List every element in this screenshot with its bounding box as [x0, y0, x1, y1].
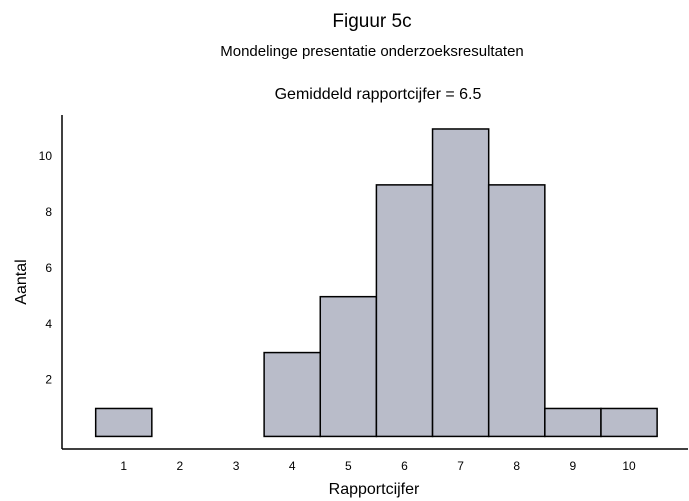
x-tick-label: 5: [345, 459, 352, 473]
bar: [431, 128, 490, 438]
bar: [263, 351, 322, 438]
x-tick-label: 6: [401, 459, 408, 473]
annotation: Gemiddeld rapportcijfer = 6.5: [275, 86, 482, 103]
y-tick-label: 2: [45, 373, 52, 387]
chart-title: Figuur 5c: [332, 11, 411, 32]
y-axis-label: Aantal: [13, 259, 30, 304]
x-axis-label: Rapportcijfer: [329, 481, 420, 498]
x-tick-label: 3: [233, 459, 240, 473]
bar: [487, 184, 546, 438]
y-tick-label: 6: [45, 261, 52, 275]
bar: [319, 295, 378, 438]
y-tick-label: 4: [45, 317, 52, 331]
x-tick-label: 2: [177, 459, 184, 473]
y-tick-label: 8: [45, 205, 52, 219]
x-tick-label: 9: [570, 459, 577, 473]
bar: [94, 407, 153, 438]
chart-subtitle: Mondelinge presentatie onderzoeksresulta…: [220, 43, 524, 60]
bar: [544, 407, 602, 438]
y-tick-label: 10: [39, 149, 53, 163]
x-tick-label: 7: [457, 459, 464, 473]
x-tick-label: 8: [513, 459, 520, 473]
bar: [375, 184, 434, 438]
x-tick-label: 10: [622, 459, 636, 473]
bar: [600, 407, 658, 438]
x-tick-label: 4: [289, 459, 296, 473]
x-tick-label: 1: [120, 459, 127, 473]
